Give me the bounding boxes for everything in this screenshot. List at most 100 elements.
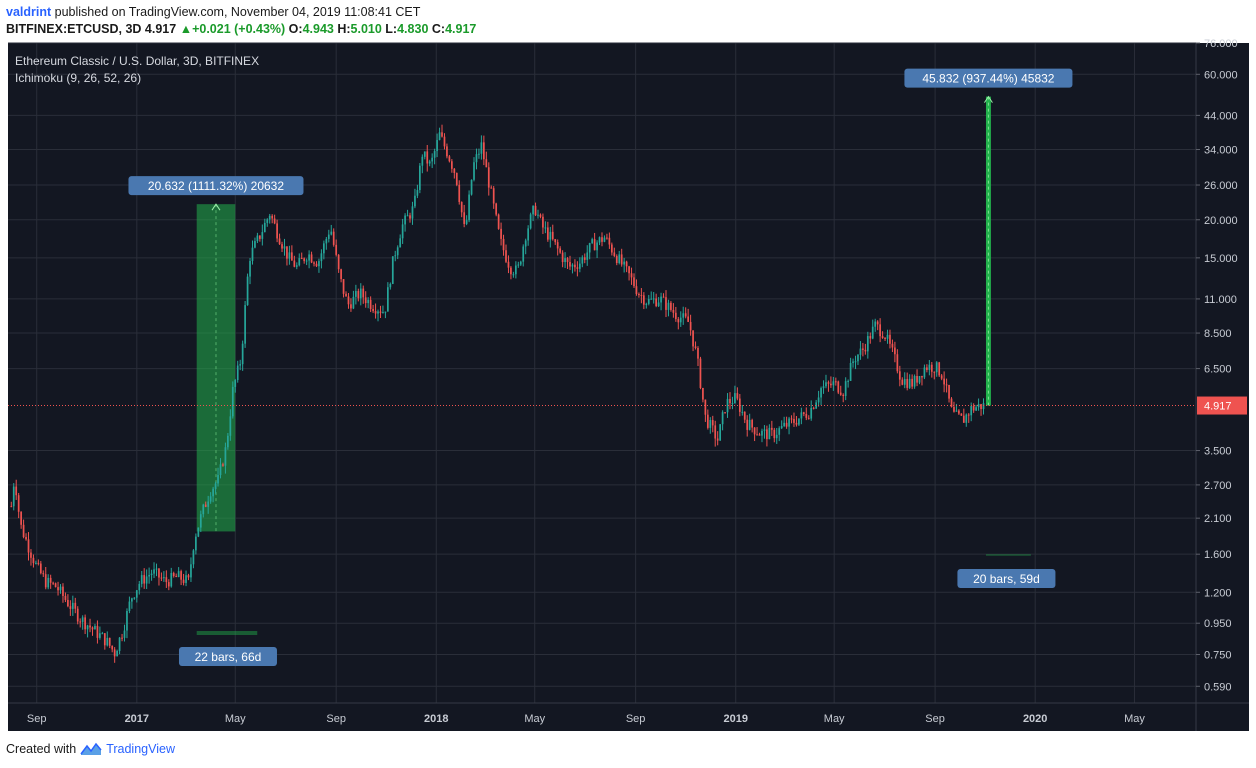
price-axis[interactable]: 76.000 60.000 44.000 34.000 26.000 20.000 15.0…: [1196, 38, 1247, 693]
candle-body: [229, 416, 232, 436]
candle-body: [128, 601, 131, 612]
candle-body: [785, 422, 788, 427]
y-tick-label: 26.000: [1204, 180, 1238, 192]
candle-body: [175, 576, 178, 578]
candle-body: [315, 263, 318, 267]
candle-body: [576, 267, 579, 269]
candle-body: [428, 161, 431, 164]
candle-body: [150, 573, 153, 576]
candle-body: [345, 293, 347, 297]
candle-body: [421, 156, 424, 166]
candle-body: [281, 244, 283, 249]
open-value: 4.943: [302, 22, 334, 36]
candle-body: [465, 220, 468, 224]
candle-body: [857, 354, 859, 362]
candle-body: [596, 242, 598, 251]
candle-body: [916, 375, 918, 383]
candle-body: [847, 380, 849, 382]
price-change: +0.021 (+0.43%): [192, 22, 286, 36]
candle-body: [834, 381, 837, 383]
candle-body: [487, 167, 490, 188]
candle-body: [419, 165, 421, 191]
tradingview-link[interactable]: TradingView: [106, 742, 175, 756]
candle-body: [234, 379, 237, 387]
candle-body: [903, 379, 906, 385]
measure-value-label: 45.832 (937.44%) 45832: [922, 72, 1054, 86]
candle-body: [485, 159, 488, 168]
candle-body: [911, 378, 913, 387]
candle-body: [37, 562, 40, 564]
candle-body: [69, 606, 72, 609]
candle-body: [812, 407, 815, 409]
candle-body: [323, 243, 325, 254]
candle-body: [478, 153, 480, 155]
time-axis[interactable]: Sep 2017 May Sep 2018 May Sep 2019 May Sep 2020 May: [27, 713, 1145, 725]
candle-body: [295, 265, 298, 267]
candle-body: [256, 235, 259, 242]
candle-body: [783, 422, 785, 427]
candle-body: [662, 296, 665, 298]
candle-body: [222, 464, 224, 466]
candle-body: [724, 412, 726, 414]
candle-body: [633, 277, 635, 287]
candle-body: [91, 627, 94, 630]
candle-body: [342, 279, 345, 294]
candle-body: [372, 308, 374, 312]
candle-body: [746, 419, 749, 430]
author-name[interactable]: valdrint: [6, 5, 52, 19]
candle-body: [367, 299, 370, 304]
candle-body: [697, 347, 699, 359]
candle-body: [374, 311, 377, 314]
candle-body: [382, 312, 384, 314]
candle-body: [131, 598, 133, 602]
candle-body: [854, 361, 857, 363]
candle-body: [357, 291, 360, 299]
candle-body: [704, 399, 707, 415]
candle-body: [286, 246, 288, 259]
candle-body: [955, 410, 958, 412]
candle-body: [822, 386, 825, 389]
candle-body: [751, 419, 754, 428]
candle-body: [143, 575, 146, 584]
candle-body: [42, 573, 45, 575]
candle-body: [347, 296, 350, 305]
candle-body: [71, 602, 74, 609]
candle-body: [352, 296, 355, 309]
symbol-label: BITFINEX:ETCUSD, 3D: [6, 22, 142, 36]
candle-body: [839, 392, 842, 395]
candle-body: [815, 402, 817, 409]
candle-body: [244, 305, 246, 344]
candle-body: [67, 599, 69, 607]
x-tick-label: Sep: [326, 713, 346, 725]
candle-body: [192, 550, 195, 565]
candle-body: [170, 573, 173, 587]
x-tick-label: May: [1124, 713, 1145, 725]
candle-body: [446, 146, 448, 157]
candle-body: [539, 214, 542, 217]
candle-body: [940, 375, 943, 379]
candle-body: [409, 215, 411, 219]
candle-body: [25, 537, 27, 540]
candle-body: [842, 394, 845, 396]
candle-body: [642, 295, 645, 305]
candle-body: [561, 252, 564, 263]
candle-body: [303, 258, 306, 262]
measure-tools[interactable]: [196, 95, 1031, 635]
candle-body: [645, 303, 648, 305]
measure-value-callout: [128, 176, 304, 196]
candle-body: [849, 362, 852, 381]
candle-body: [158, 568, 160, 578]
candle-body: [283, 246, 286, 249]
candle-body: [655, 298, 658, 307]
candle-body: [687, 316, 690, 322]
candle-body: [332, 231, 335, 245]
close-label: C:: [431, 22, 446, 36]
candle-body: [896, 354, 899, 372]
measure-range-box[interactable]: [985, 96, 991, 406]
candle-body: [389, 283, 392, 288]
candle-body: [798, 418, 800, 425]
indicator-legend[interactable]: Ichimoku (9, 26, 52, 26): [15, 71, 141, 85]
candle-body: [209, 496, 212, 502]
candle-body: [930, 364, 933, 372]
